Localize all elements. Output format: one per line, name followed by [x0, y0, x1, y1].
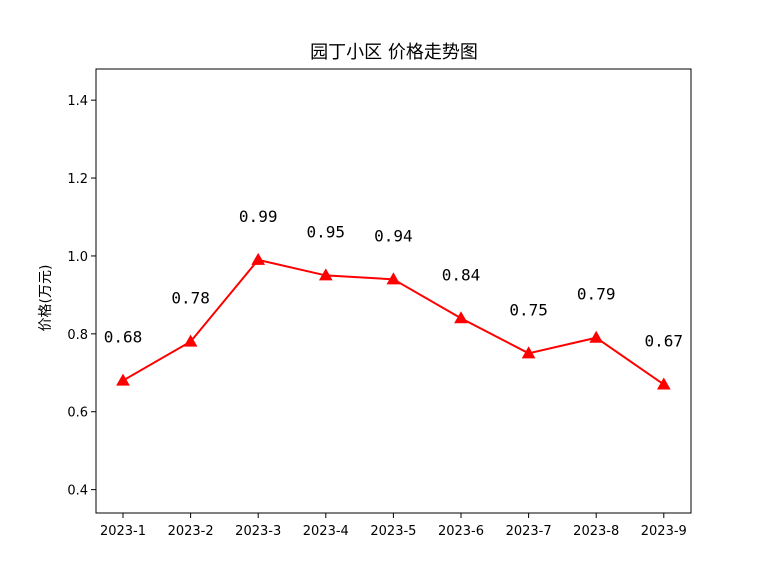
y-tick-label: 0.6 — [67, 406, 88, 421]
x-tick-label: 2023-4 — [303, 524, 349, 539]
x-tick-label: 2023-2 — [168, 524, 214, 539]
x-tick-label: 2023-5 — [370, 524, 416, 539]
chart-title: 园丁小区 价格走势图 — [310, 42, 478, 63]
data-point-marker — [656, 377, 671, 390]
x-tick-label: 2023-3 — [235, 524, 281, 539]
y-tick-label: 1.0 — [67, 250, 88, 265]
data-label: 0.68 — [104, 328, 143, 347]
data-labels: 0.68 0.78 0.99 0.95 0.94 0.84 0.75 0.79 0.67 — [104, 207, 683, 351]
y-tick-label: 0.8 — [67, 328, 88, 343]
data-point-marker — [454, 311, 468, 324]
data-point-marker — [116, 373, 130, 386]
data-point-marker — [386, 272, 401, 285]
data-label: 0.84 — [442, 265, 481, 284]
y-tick-label: 1.2 — [67, 172, 88, 187]
data-label: 0.79 — [577, 285, 616, 304]
x-tick-label: 2023-1 — [100, 524, 146, 539]
x-tick-label: 2023-9 — [641, 524, 687, 539]
price-series — [116, 252, 671, 390]
data-label: 0.78 — [171, 289, 210, 308]
y-axis: 0.4 0.6 0.8 1.0 1.2 1.4 — [67, 94, 96, 499]
y-tick-label: 1.4 — [67, 94, 88, 109]
plot-frame — [95, 68, 692, 514]
data-label: 0.95 — [307, 222, 346, 241]
x-tick-label: 2023-7 — [506, 524, 552, 539]
x-tick-label: 2023-8 — [573, 524, 619, 539]
x-axis: 2023-1 2023-2 2023-3 2023-4 2023-5 2023-6 2023… — [100, 513, 687, 539]
data-point-marker — [521, 346, 536, 359]
data-point-marker — [318, 268, 333, 281]
data-label: 0.67 — [645, 331, 684, 350]
y-tick-label: 0.4 — [67, 484, 88, 499]
data-point-marker — [589, 330, 604, 343]
data-point-marker — [183, 334, 198, 347]
x-tick-label: 2023-6 — [438, 524, 484, 539]
data-label: 0.94 — [374, 226, 413, 245]
y-axis-label: 价格(万元) — [38, 265, 54, 332]
data-label: 0.99 — [239, 207, 278, 226]
data-label: 0.75 — [509, 300, 548, 319]
data-point-marker — [251, 252, 266, 265]
